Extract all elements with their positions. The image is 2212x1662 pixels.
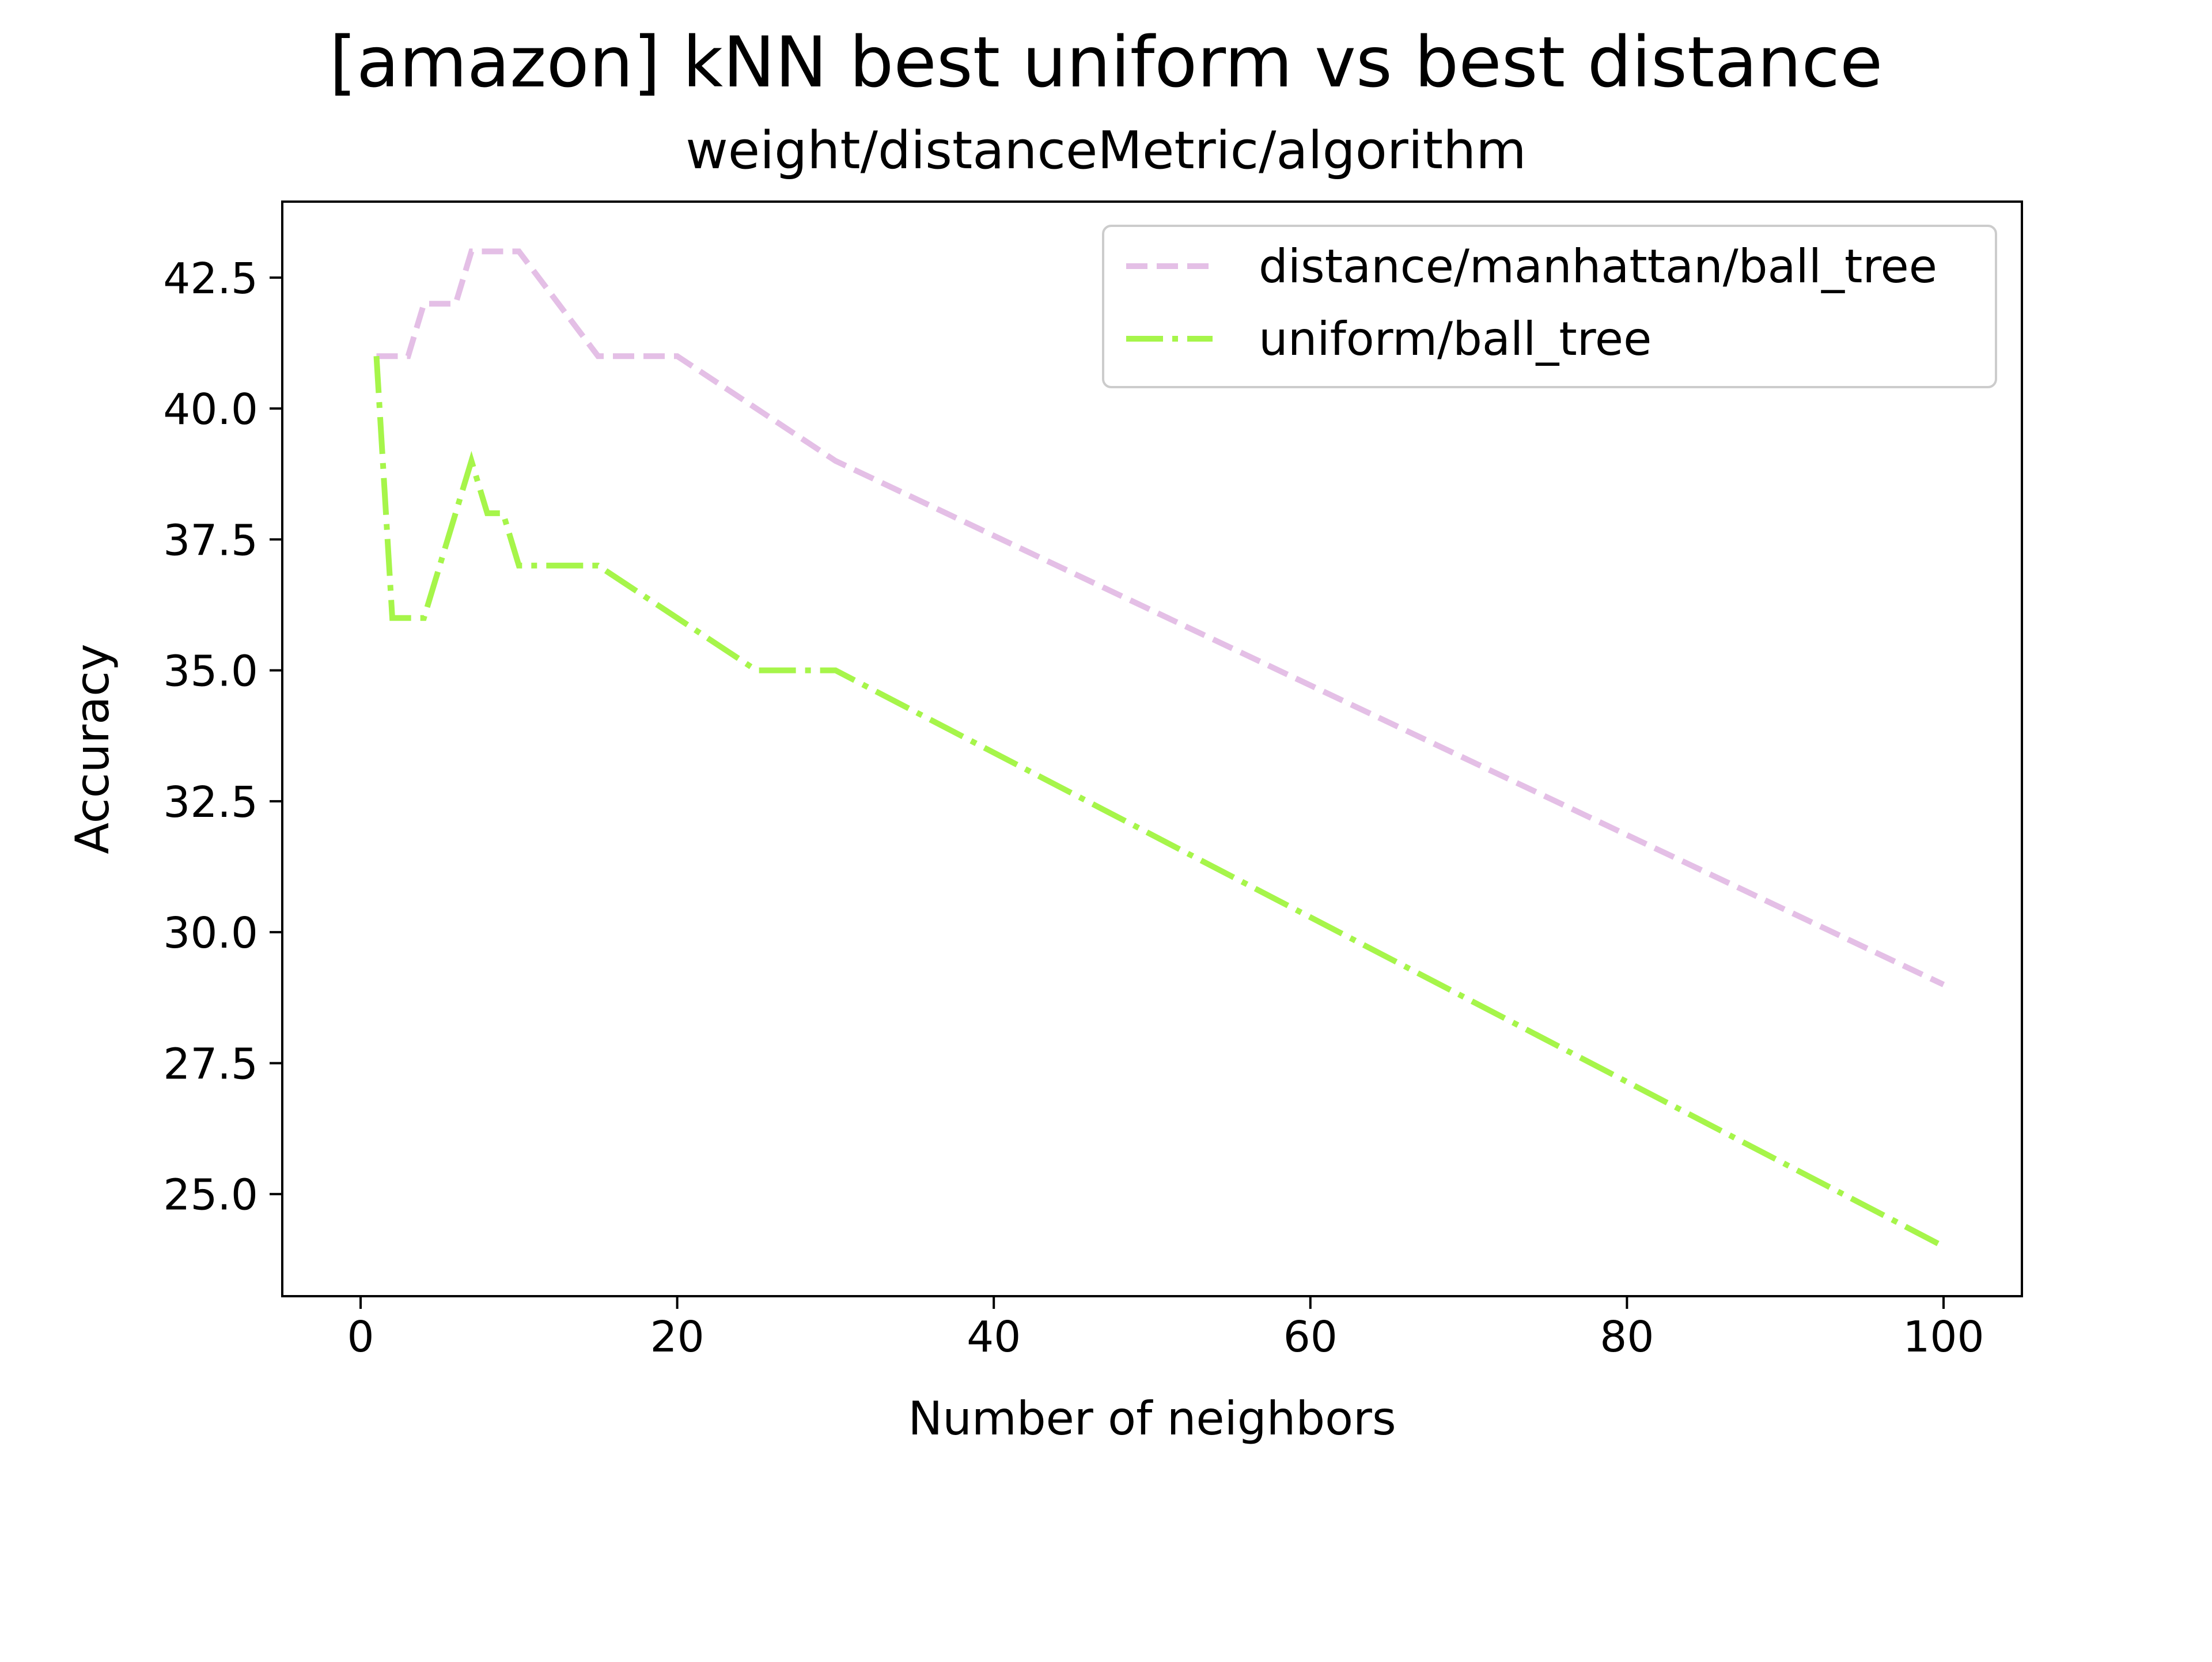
x-tick-label: 40	[967, 1312, 1021, 1362]
legend-label-distance: distance/manhattan/ball_tree	[1259, 240, 1937, 293]
y-axis: 25.0 27.5 30.0 32.5 35.0 37.5 40.0 42.5	[163, 254, 282, 1220]
plot-frame	[281, 200, 2023, 1297]
y-tick-label: 30.0	[163, 908, 258, 958]
legend-box	[1102, 225, 1997, 388]
x-tick-label: 20	[650, 1312, 704, 1362]
x-tick-label: 60	[1283, 1312, 1338, 1362]
legend-label-uniform: uniform/ball_tree	[1259, 312, 1652, 366]
series-layer	[373, 248, 1945, 1250]
x-tick-label: 80	[1600, 1312, 1654, 1362]
x-axis-label: Number of neighbors	[908, 1392, 1396, 1445]
chart-subtitle: weight/distanceMetric/algorithm	[685, 120, 1527, 181]
y-tick-label: 25.0	[163, 1171, 258, 1220]
y-tick-label: 32.5	[163, 778, 258, 827]
y-tick-label: 27.5	[163, 1039, 258, 1089]
x-tick-label: 0	[347, 1312, 374, 1362]
y-tick-label: 42.5	[163, 254, 258, 304]
x-axis: 0 20 40 60 80 100	[347, 1296, 1984, 1362]
x-tick-label: 100	[1903, 1312, 1984, 1362]
y-tick-label: 40.0	[163, 385, 258, 434]
plot-area	[281, 200, 2023, 1297]
y-tick-label: 35.0	[163, 647, 258, 696]
y-tick-label: 37.5	[163, 516, 258, 565]
series-line-uniform	[373, 355, 1945, 1250]
legend: distance/manhattan/ball_tree uniform/bal…	[1102, 225, 1997, 388]
series-line-distance	[376, 248, 1945, 987]
chart-title: [amazon] kNN best uniform vs best distan…	[329, 22, 1883, 103]
y-axis-label: Accuracy	[66, 643, 119, 854]
